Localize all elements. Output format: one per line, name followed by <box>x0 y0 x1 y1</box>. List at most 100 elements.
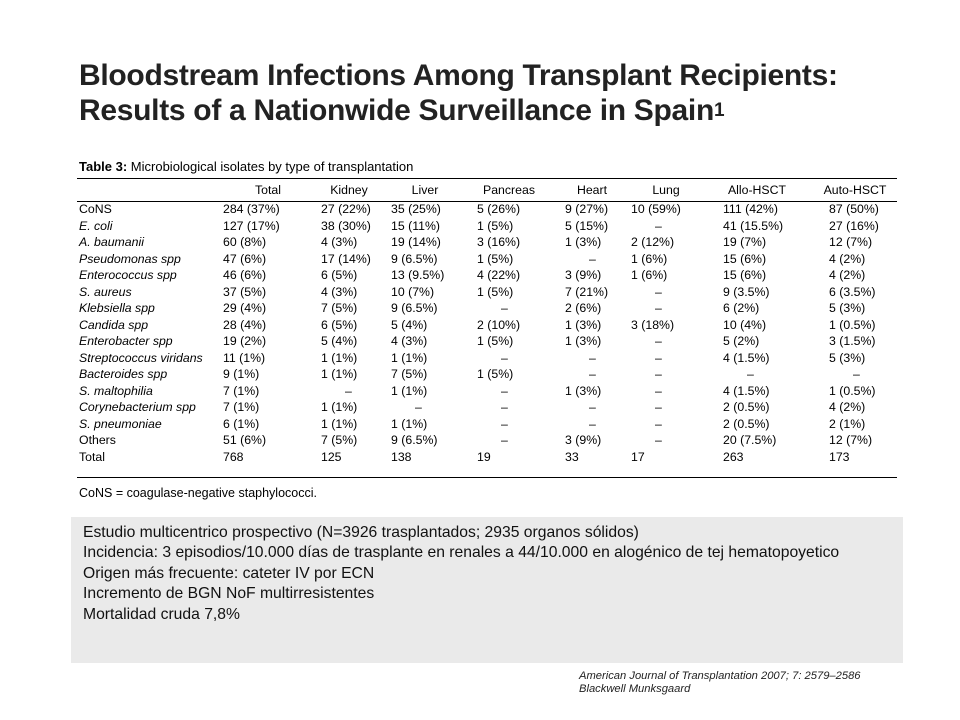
table-row: Bacteroides spp 9 (1%) 1 (1%) 7 (5%) 1 (5%) –… <box>77 366 897 383</box>
value-cell: 9 (27%) <box>565 202 609 216</box>
value-cell: 1 (1%) <box>391 383 428 398</box>
value-cell: 6 (5%) <box>321 268 358 282</box>
value-cell: 111 (42%) <box>723 202 778 216</box>
value-cell: 87 (50%) <box>829 202 879 216</box>
value-cell: 4 (1.5%) <box>723 350 770 365</box>
value-cell: 3 (9%) <box>565 268 602 282</box>
value-cell: 10 (4%) <box>723 317 767 332</box>
table-bottom-rule <box>77 477 897 478</box>
value-cell: – <box>655 433 662 447</box>
value-cell: 3 (16%) <box>477 235 521 249</box>
value-cell: 46 (6%) <box>223 268 267 282</box>
isolates-table: Total Kidney Liver Pancreas Heart Lung A… <box>77 180 897 465</box>
organism-cell: S. pneumoniae <box>79 416 162 431</box>
value-cell: 9 (3.5%) <box>723 284 770 299</box>
summary-line: Incremento de BGN NoF multirresistentes <box>83 585 375 603</box>
value-cell: – <box>501 400 508 414</box>
value-cell: 20 (7.5%) <box>723 433 777 447</box>
table-caption-label: Table 3: <box>79 159 128 174</box>
value-cell: 6 (3.5%) <box>829 284 876 299</box>
journal-citation: American Journal of Transplantation 2007… <box>579 670 861 696</box>
title-line-2-text: Results of a Nationwide Surveillance in … <box>79 94 714 127</box>
slide-title: Bloodstream Infections Among Transplant … <box>79 58 939 132</box>
value-cell: 768 <box>223 449 244 464</box>
table-body: CoNS 284 (37%) 27 (22%) 35 (25%) 5 (26%) 9 (2… <box>77 201 897 465</box>
table-row: Total 768 125 138 19 33 17 263 173 <box>77 449 897 466</box>
value-cell: 6 (5%) <box>321 317 358 332</box>
table-row: S. pneumoniae 6 (1%) 1 (1%) 1 (1%) – – – 2 (0.5… <box>77 416 897 433</box>
value-cell: 13 (9.5%) <box>391 268 445 282</box>
value-cell: 1 (1%) <box>321 400 358 414</box>
organism-cell: CoNS <box>79 202 112 216</box>
header-cell: Liver <box>411 183 439 197</box>
table-row: Corynebacterium spp 7 (1%) 1 (1%) – – – – 2 (0.… <box>77 399 897 416</box>
value-cell: – <box>655 284 662 299</box>
organism-cell: Klebsiella spp <box>79 301 155 315</box>
value-cell: 33 <box>565 449 579 464</box>
value-cell: 1 (1%) <box>321 367 358 381</box>
value-cell: – <box>501 383 508 398</box>
value-cell: 10 (59%) <box>631 202 681 216</box>
value-cell: 2 (0.5%) <box>723 400 770 414</box>
value-cell: – <box>747 367 754 381</box>
value-cell: – <box>655 218 662 233</box>
value-cell: 51 (6%) <box>223 433 267 447</box>
value-cell: 9 (6.5%) <box>391 301 438 315</box>
value-cell: 12 (7%) <box>829 235 873 249</box>
organism-cell: Corynebacterium spp <box>79 400 196 414</box>
organism-cell: S. aureus <box>79 284 132 299</box>
table-row: CoNS 284 (37%) 27 (22%) 35 (25%) 5 (26%) 9 (2… <box>77 201 897 218</box>
header-cell: Auto-HSCT <box>823 183 887 197</box>
value-cell: 9 (1%) <box>223 367 260 381</box>
table-row: Enterobacter spp 19 (2%) 5 (4%) 4 (3%) 1 (5%… <box>77 333 897 350</box>
value-cell: 9 (6.5%) <box>391 251 438 266</box>
value-cell: – <box>655 334 662 348</box>
value-cell: 60 (8%) <box>223 235 267 249</box>
value-cell: 15 (11%) <box>391 218 440 233</box>
title-line-2: Results of a Nationwide Surveillance in … <box>79 93 939 132</box>
value-cell: – <box>589 400 596 414</box>
table-row: S. aureus 37 (5%) 4 (3%) 10 (7%) 1 (5%) 7 (21… <box>77 284 897 301</box>
value-cell: 138 <box>391 449 412 464</box>
value-cell: 4 (3%) <box>391 334 428 348</box>
organism-cell: A. baumanii <box>79 235 144 249</box>
table-caption-text: Microbiological isolates by type of tran… <box>130 159 414 174</box>
value-cell: 1 (5%) <box>477 334 514 348</box>
citation-line-1: American Journal of Transplantation 2007… <box>579 670 861 682</box>
value-cell: 12 (7%) <box>829 433 873 447</box>
value-cell: 17 <box>631 449 645 464</box>
organism-cell: Enterococcus spp <box>79 268 177 282</box>
value-cell: 5 (4%) <box>391 317 428 332</box>
value-cell: – <box>589 251 596 266</box>
value-cell: 4 (3%) <box>321 235 358 249</box>
table-top-rule <box>77 178 897 179</box>
value-cell: – <box>415 400 422 414</box>
organism-cell: Candida spp <box>79 317 149 332</box>
value-cell: – <box>655 383 662 398</box>
value-cell: 2 (12%) <box>631 235 675 249</box>
value-cell: 1 (3%) <box>565 317 602 332</box>
value-cell: – <box>655 416 662 431</box>
value-cell: 4 (2%) <box>829 268 866 282</box>
value-cell: – <box>501 301 508 315</box>
value-cell: 1 (0.5%) <box>829 383 876 398</box>
value-cell: 1 (3%) <box>565 383 602 398</box>
value-cell: 19 (14%) <box>391 235 441 249</box>
value-cell: 1 (3%) <box>565 235 602 249</box>
value-cell: – <box>501 433 508 447</box>
value-cell: 1 (3%) <box>565 334 602 348</box>
value-cell: 7 (5%) <box>321 433 358 447</box>
value-cell: 1 (1%) <box>391 416 428 431</box>
title-reference-superscript: 1 <box>714 100 725 121</box>
value-cell: 11 (1%) <box>223 350 266 365</box>
value-cell: 5 (4%) <box>321 334 358 348</box>
value-cell: 2 (0.5%) <box>723 416 770 431</box>
header-cell: Kidney <box>330 183 368 197</box>
value-cell: – <box>501 416 508 431</box>
value-cell: 7 (5%) <box>321 301 358 315</box>
table-footnote: CoNS = coagulase-negative staphylococci. <box>79 486 317 500</box>
value-cell: 4 (2%) <box>829 251 866 266</box>
value-cell: 47 (6%) <box>223 251 267 266</box>
value-cell: 4 (3%) <box>321 284 358 299</box>
table-row: Others 51 (6%) 7 (5%) 9 (6.5%) – 3 (9%) – 20 (7… <box>77 432 897 449</box>
